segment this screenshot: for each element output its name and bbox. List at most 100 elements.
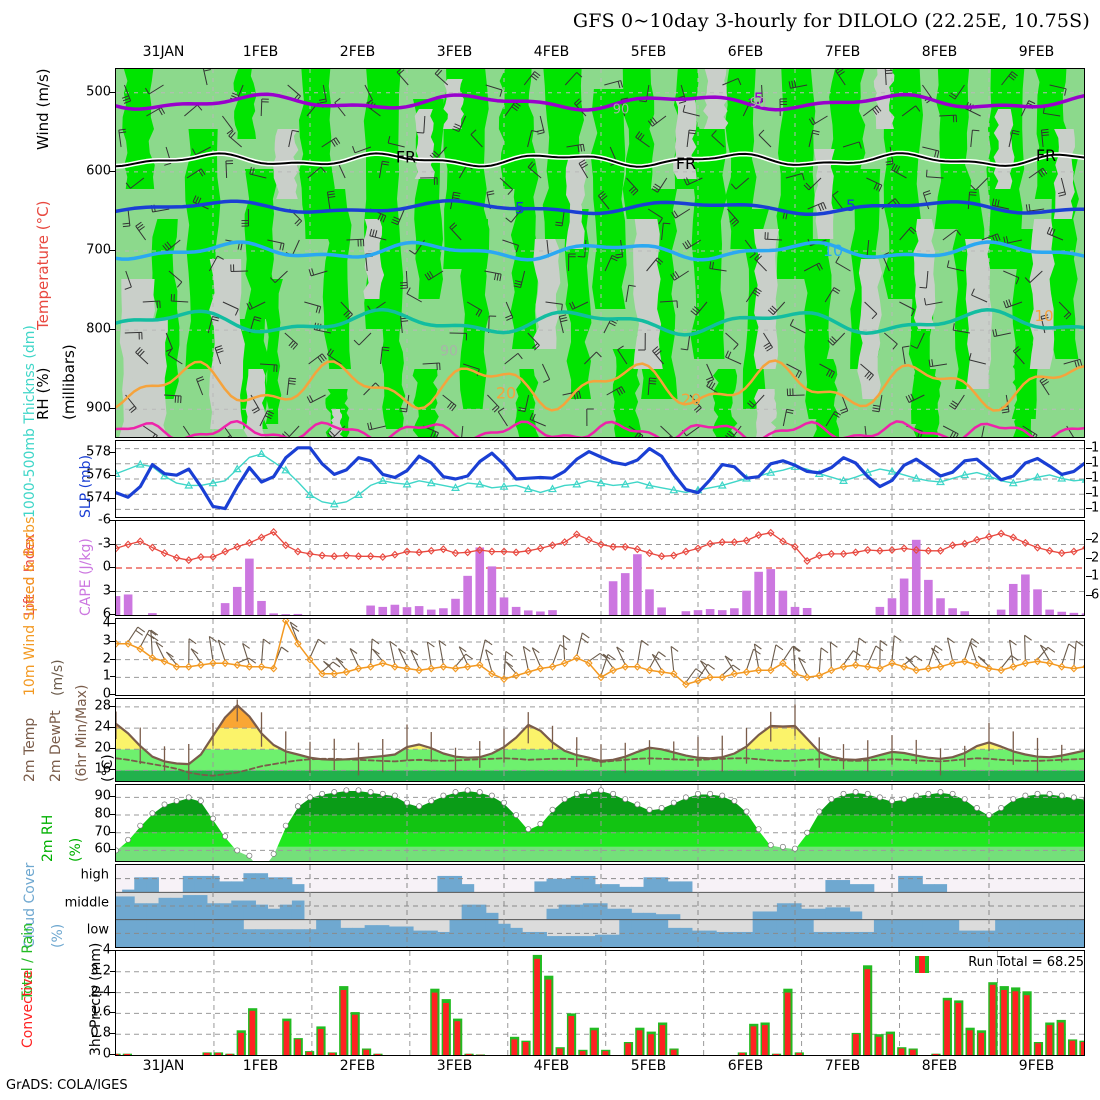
axis-tick-label: 1008	[1091, 500, 1100, 516]
axis-tick-mark	[110, 543, 116, 545]
svg-text:-5: -5	[748, 89, 764, 108]
axis-tick-mark	[110, 1012, 116, 1014]
axis-tick-label: 800	[86, 321, 111, 337]
axis-tick-mark	[1086, 595, 1092, 597]
date-label: 7FEB	[824, 1058, 861, 1074]
axis-tick-mark	[110, 1033, 116, 1035]
axis-tick-mark	[110, 614, 116, 615]
axis-title: Wind (m/s)	[34, 68, 52, 150]
slp-thickness-panel	[115, 440, 1085, 518]
axis-title: 2m Temp	[22, 717, 38, 782]
axis-tick-label: 1014	[1091, 455, 1100, 471]
axis-tick-label: 1012	[1091, 470, 1100, 486]
axis-title: (m/s)	[50, 659, 66, 696]
date-label: 5FEB	[630, 1058, 667, 1074]
axis-tick-mark	[110, 950, 116, 951]
upper-air-profile-panel: -5 FR FR FR 5 5 10 10 20 20 90 90 90	[115, 68, 1085, 438]
axis-tick-label: 70	[94, 824, 111, 840]
axis-tick-mark	[110, 849, 116, 851]
axis-title: 3hr Precip (mm)	[88, 942, 104, 1056]
axis-tick-label: 0.8	[90, 1025, 111, 1041]
svg-text:90: 90	[750, 96, 767, 111]
axis-tick-mark	[110, 498, 116, 500]
axis-title: SLP (mb)	[78, 454, 94, 518]
axis-tick-label: 2784	[1091, 531, 1100, 547]
axis-title: (millibars)	[60, 344, 78, 420]
axis-tick-mark	[110, 658, 116, 660]
axis-tick-label: 1016	[1091, 440, 1100, 456]
date-label: 5FEB	[630, 44, 667, 60]
axis-tick-label: 600	[86, 163, 111, 179]
axis-tick-mark	[110, 748, 116, 750]
axis-tick-mark	[110, 567, 116, 568]
axis-tick-label: 4	[102, 615, 111, 631]
axis-tick-label: 24	[94, 719, 111, 735]
date-label: 6FEB	[727, 44, 764, 60]
axis-tick-mark	[110, 451, 116, 453]
axis-tick-mark	[110, 640, 116, 642]
date-label: 9FEB	[1018, 1058, 1055, 1074]
precip-legend-swatch	[915, 956, 929, 973]
svg-text:FR: FR	[676, 154, 696, 173]
axis-tick-mark	[110, 727, 116, 729]
axis-tick-mark	[1086, 576, 1092, 578]
svg-text:5: 5	[846, 196, 856, 215]
date-label: 7FEB	[824, 44, 861, 60]
axis-tick-mark	[110, 814, 116, 816]
axis-tick-label: 1.6	[90, 1004, 111, 1020]
cloud-cover-panel	[115, 864, 1085, 948]
date-label: 3FEB	[436, 1058, 473, 1074]
svg-text:FR: FR	[1036, 146, 1056, 165]
axis-title: 1000-500mb Thicknss (dm)	[22, 325, 38, 518]
axis-tick-mark	[110, 475, 116, 477]
axis-tick-label: 1392	[1091, 568, 1100, 584]
date-label: 31JAN	[142, 44, 185, 60]
axis-tick-label: 900	[86, 400, 111, 416]
axis-tick-label: 0	[102, 686, 111, 702]
axis-title: Temperature (°C)	[34, 200, 52, 330]
axis-title: (6hr Min/Max)	[74, 684, 90, 782]
svg-text:10: 10	[823, 241, 843, 260]
date-label: 1FEB	[242, 44, 279, 60]
axis-tick-mark	[110, 991, 116, 993]
date-label: 8FEB	[921, 1058, 958, 1074]
axis-tick-mark	[110, 796, 116, 798]
svg-text:5: 5	[515, 198, 525, 217]
relative-humidity-panel	[115, 784, 1085, 862]
axis-tick-mark	[110, 769, 116, 771]
svg-text:10: 10	[1034, 307, 1053, 325]
axis-tick-label: 2	[102, 651, 111, 667]
cloud-row-label: middle	[64, 895, 109, 911]
axis-tick-label: 700	[86, 242, 111, 258]
svg-text:90: 90	[613, 103, 630, 118]
axis-tick-mark	[110, 970, 116, 972]
axis-tick-label: 3.2	[90, 963, 111, 979]
date-label: 8FEB	[921, 44, 958, 60]
axis-tick-label: 696	[1091, 587, 1100, 603]
date-label: 4FEB	[533, 44, 570, 60]
axis-title: 2m DewPt	[48, 710, 64, 782]
axis-tick-label: 90	[94, 788, 111, 804]
axis-tick-label: 574	[86, 490, 111, 506]
axis-tick-label: 6	[102, 606, 111, 622]
axis-tick-mark	[1086, 538, 1092, 540]
axis-title: (%)	[68, 837, 84, 862]
axis-title: Convective	[20, 969, 36, 1048]
axis-tick-mark	[1086, 493, 1092, 495]
axis-title: 2m RH	[40, 814, 56, 862]
date-label: 4FEB	[533, 1058, 570, 1074]
axis-tick-label: 80	[94, 806, 111, 822]
page-title: GFS 0~10day 3-hourly for DILOLO (22.25E,…	[572, 10, 1090, 32]
axis-tick-label: 16	[94, 761, 111, 777]
wind-speed-barbs-panel	[115, 618, 1085, 696]
axis-tick-mark	[110, 705, 116, 707]
grads-credit: GrADS: COLA/IGES	[6, 1078, 128, 1093]
axis-tick-label: 60	[94, 841, 111, 857]
axis-tick-label: 0	[102, 1046, 111, 1062]
cloud-row-label: low	[86, 922, 109, 938]
axis-tick-mark	[110, 1054, 116, 1055]
axis-title: 10m Wind Speed & Barbs	[22, 516, 38, 696]
cape-lifted-index-panel	[115, 520, 1085, 616]
axis-tick-mark	[110, 590, 116, 592]
